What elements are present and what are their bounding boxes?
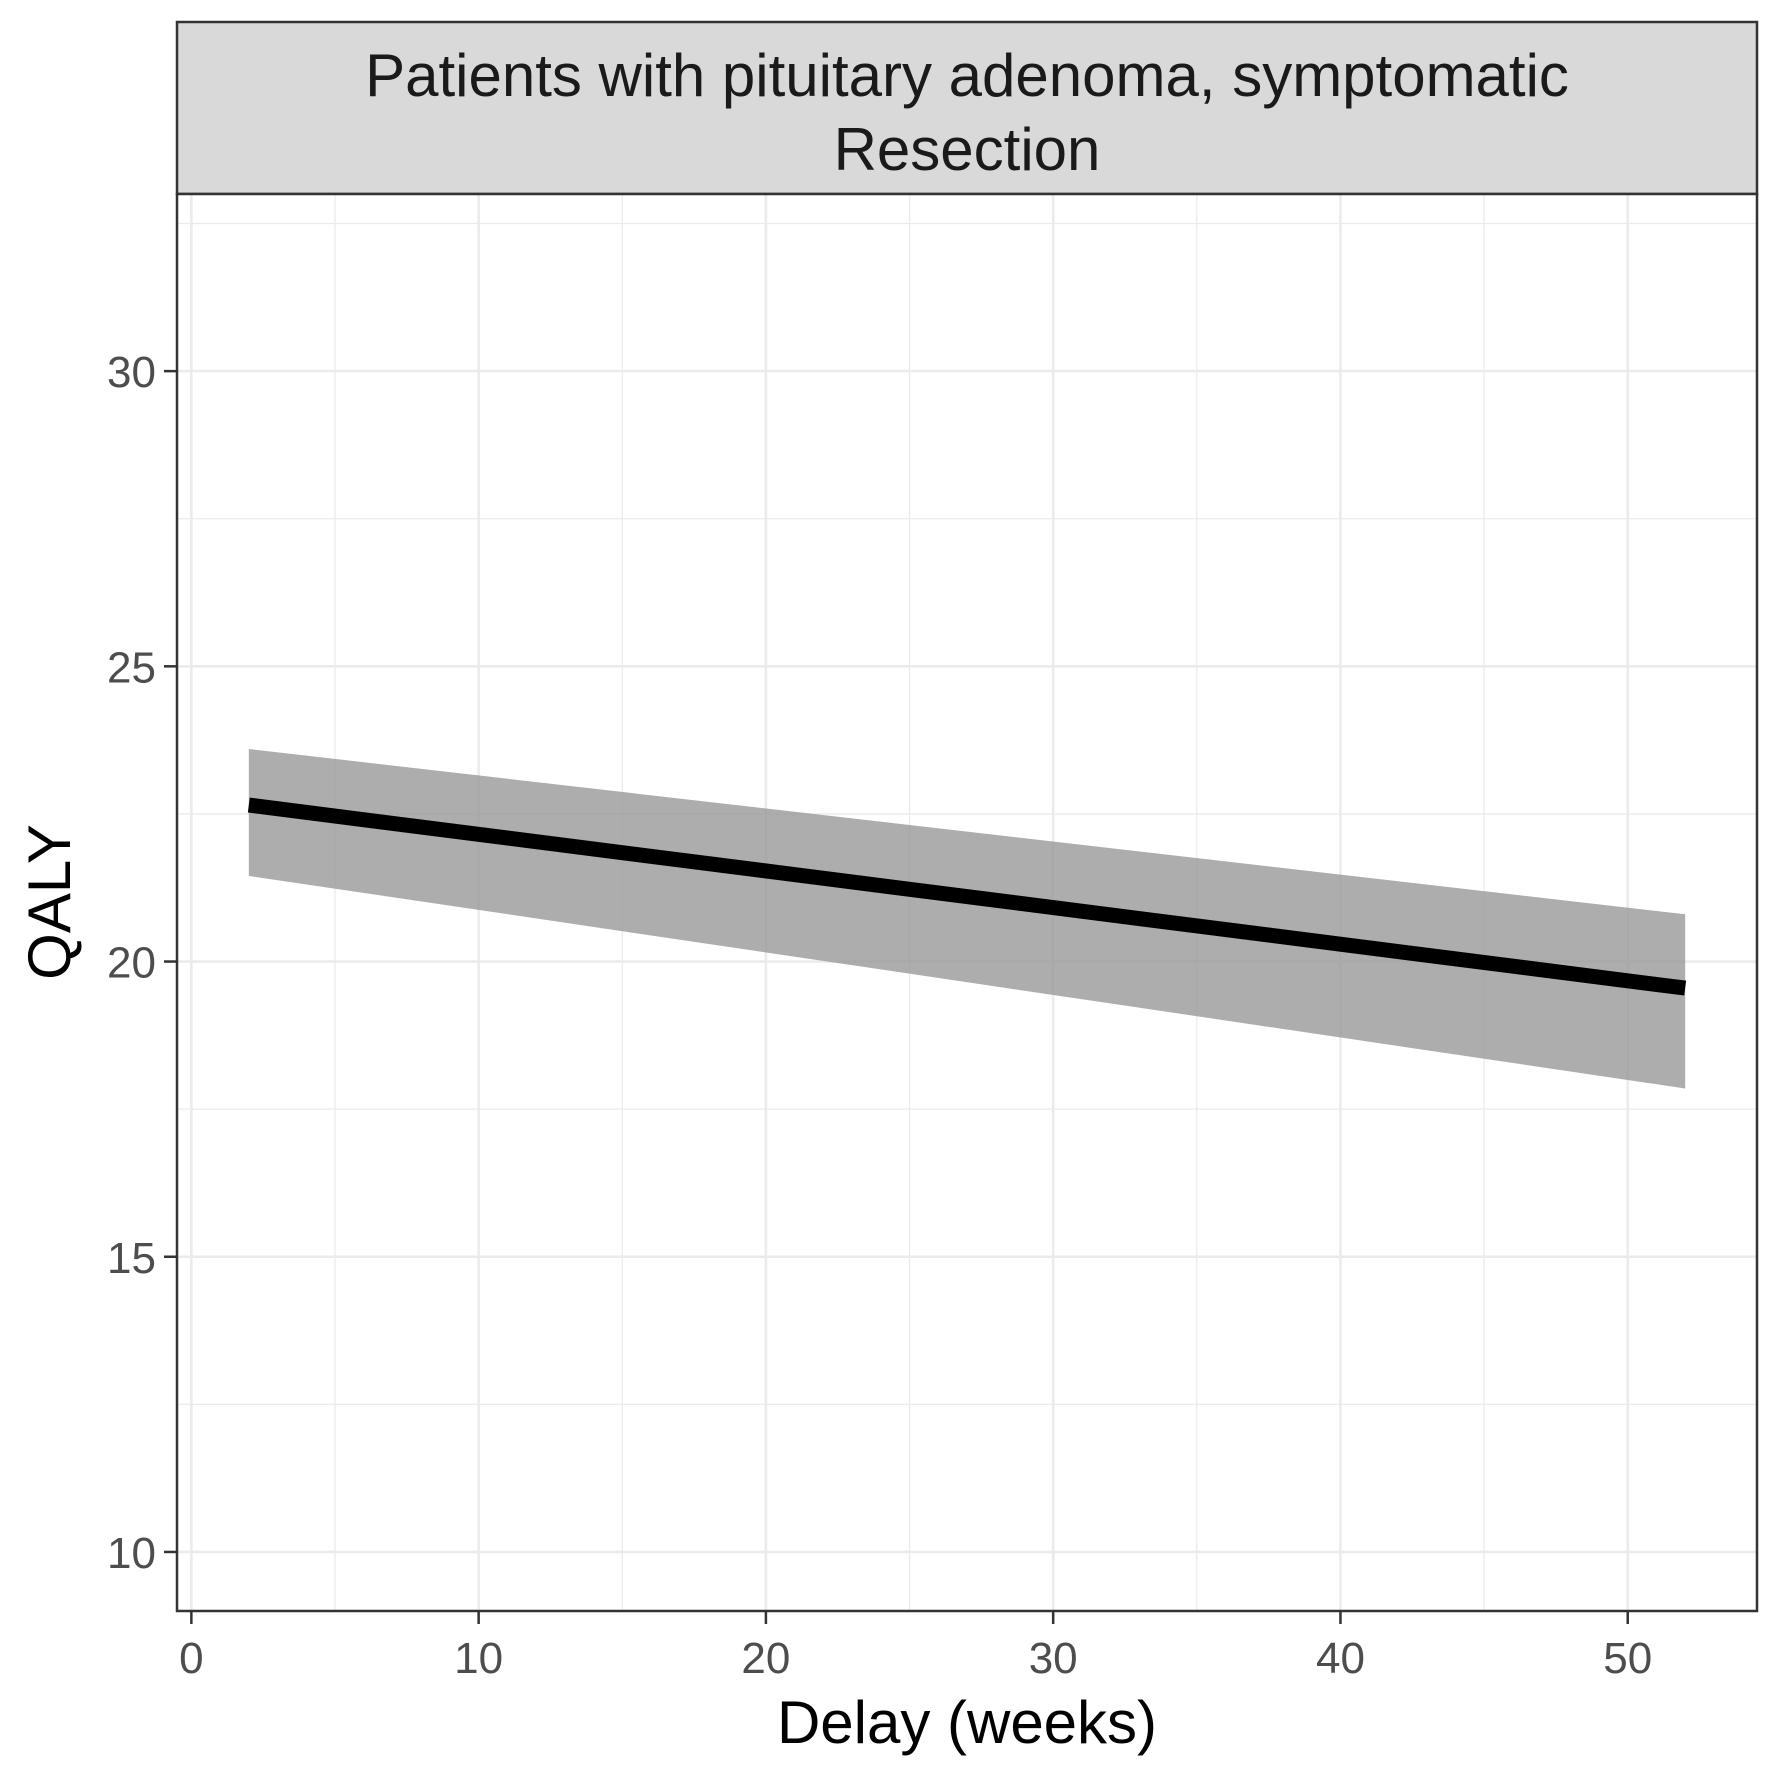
y-tick-label: 10 <box>107 1529 156 1578</box>
facet-strip <box>175 20 1759 196</box>
x-tick-label: 10 <box>454 1634 503 1683</box>
confidence-ribbon <box>248 748 1686 1089</box>
x-tick-label: 20 <box>741 1634 790 1683</box>
facet-title-line2: Resection <box>834 116 1101 183</box>
x-tick-label: 40 <box>1316 1634 1365 1683</box>
x-axis: 0 10 20 30 40 50 <box>179 1611 1652 1683</box>
facet-title-line1: Patients with pituitary adenoma, symptom… <box>365 42 1569 109</box>
y-tick-label: 20 <box>107 939 156 988</box>
x-tick-label: 50 <box>1603 1634 1652 1683</box>
x-axis-title: Delay (weeks) <box>777 1689 1157 1756</box>
y-tick-label: 30 <box>107 348 156 397</box>
y-axis-title: QALY <box>16 824 83 980</box>
series-line <box>247 797 1687 996</box>
plot-border <box>175 192 1759 1613</box>
data-marks <box>247 748 1687 1089</box>
y-axis: 10 15 20 25 30 <box>107 348 177 1578</box>
x-tick-label: 0 <box>179 1634 203 1683</box>
y-tick-label: 15 <box>107 1234 156 1283</box>
x-tick-label: 30 <box>1029 1634 1078 1683</box>
y-tick-label: 25 <box>107 643 156 692</box>
